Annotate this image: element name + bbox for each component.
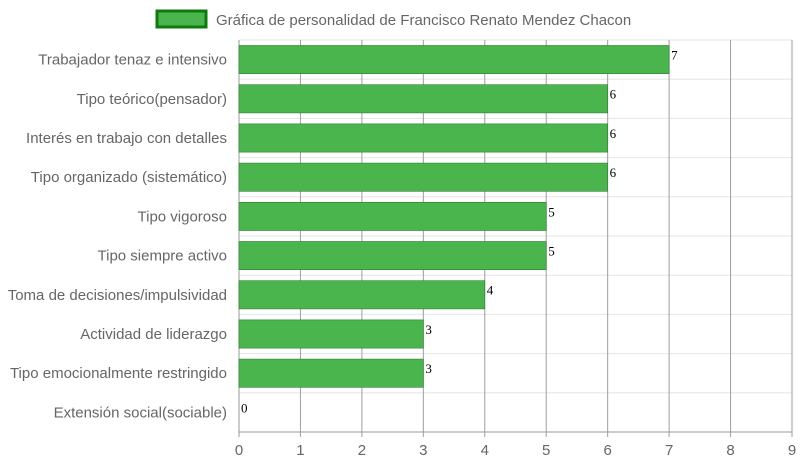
y-tick-label: Interés en trabajo con detalles (26, 130, 227, 147)
x-tick-label: 3 (419, 442, 427, 459)
y-tick-label: Tipo organizado (sistemático) (31, 169, 227, 186)
bar[interactable] (238, 84, 608, 114)
y-tick-label: Tipo emocionalmente restringido (10, 365, 227, 382)
y-tick-label: Actividad de liderazgo (80, 326, 227, 343)
data-label: 5 (548, 204, 555, 219)
y-tick-label: Trabajador tenaz e intensivo (38, 52, 227, 69)
data-label: 3 (425, 361, 432, 376)
legend-swatch[interactable] (155, 9, 208, 29)
bar[interactable] (238, 358, 424, 388)
y-tick-label: Tipo siempre activo (98, 248, 228, 265)
y-tick-label: Extensión social(sociable) (54, 404, 227, 421)
x-tick-label: 2 (358, 442, 366, 459)
y-tick-label: Tipo teórico(pensador) (77, 91, 227, 108)
bar[interactable] (238, 201, 547, 231)
data-label: 0 (241, 400, 248, 415)
bar[interactable] (238, 162, 608, 192)
x-tick-label: 9 (788, 442, 796, 459)
bar[interactable] (238, 319, 424, 349)
data-label: 3 (425, 322, 432, 337)
legend-label[interactable]: Gráfica de personalidad de Francisco Ren… (216, 12, 631, 29)
data-label: 5 (548, 243, 555, 258)
x-tick-label: 6 (603, 442, 611, 459)
data-label: 6 (610, 126, 617, 141)
x-tick-label: 7 (665, 442, 673, 459)
x-tick-label: 8 (726, 442, 734, 459)
x-tick-label: 4 (481, 442, 489, 459)
bar[interactable] (238, 123, 608, 153)
data-label: 7 (671, 47, 678, 62)
data-label: 4 (487, 283, 494, 298)
x-tick-label: 5 (542, 442, 550, 459)
x-tick-label: 0 (235, 442, 243, 459)
bar[interactable] (238, 45, 670, 75)
y-tick-label: Tipo vigoroso (138, 208, 228, 225)
data-label: 6 (610, 87, 617, 102)
data-label: 6 (610, 165, 617, 180)
bar[interactable] (238, 280, 486, 310)
bar[interactable] (238, 241, 547, 271)
x-tick-label: 1 (296, 442, 304, 459)
y-tick-label: Toma de decisiones/impulsividad (8, 287, 227, 304)
